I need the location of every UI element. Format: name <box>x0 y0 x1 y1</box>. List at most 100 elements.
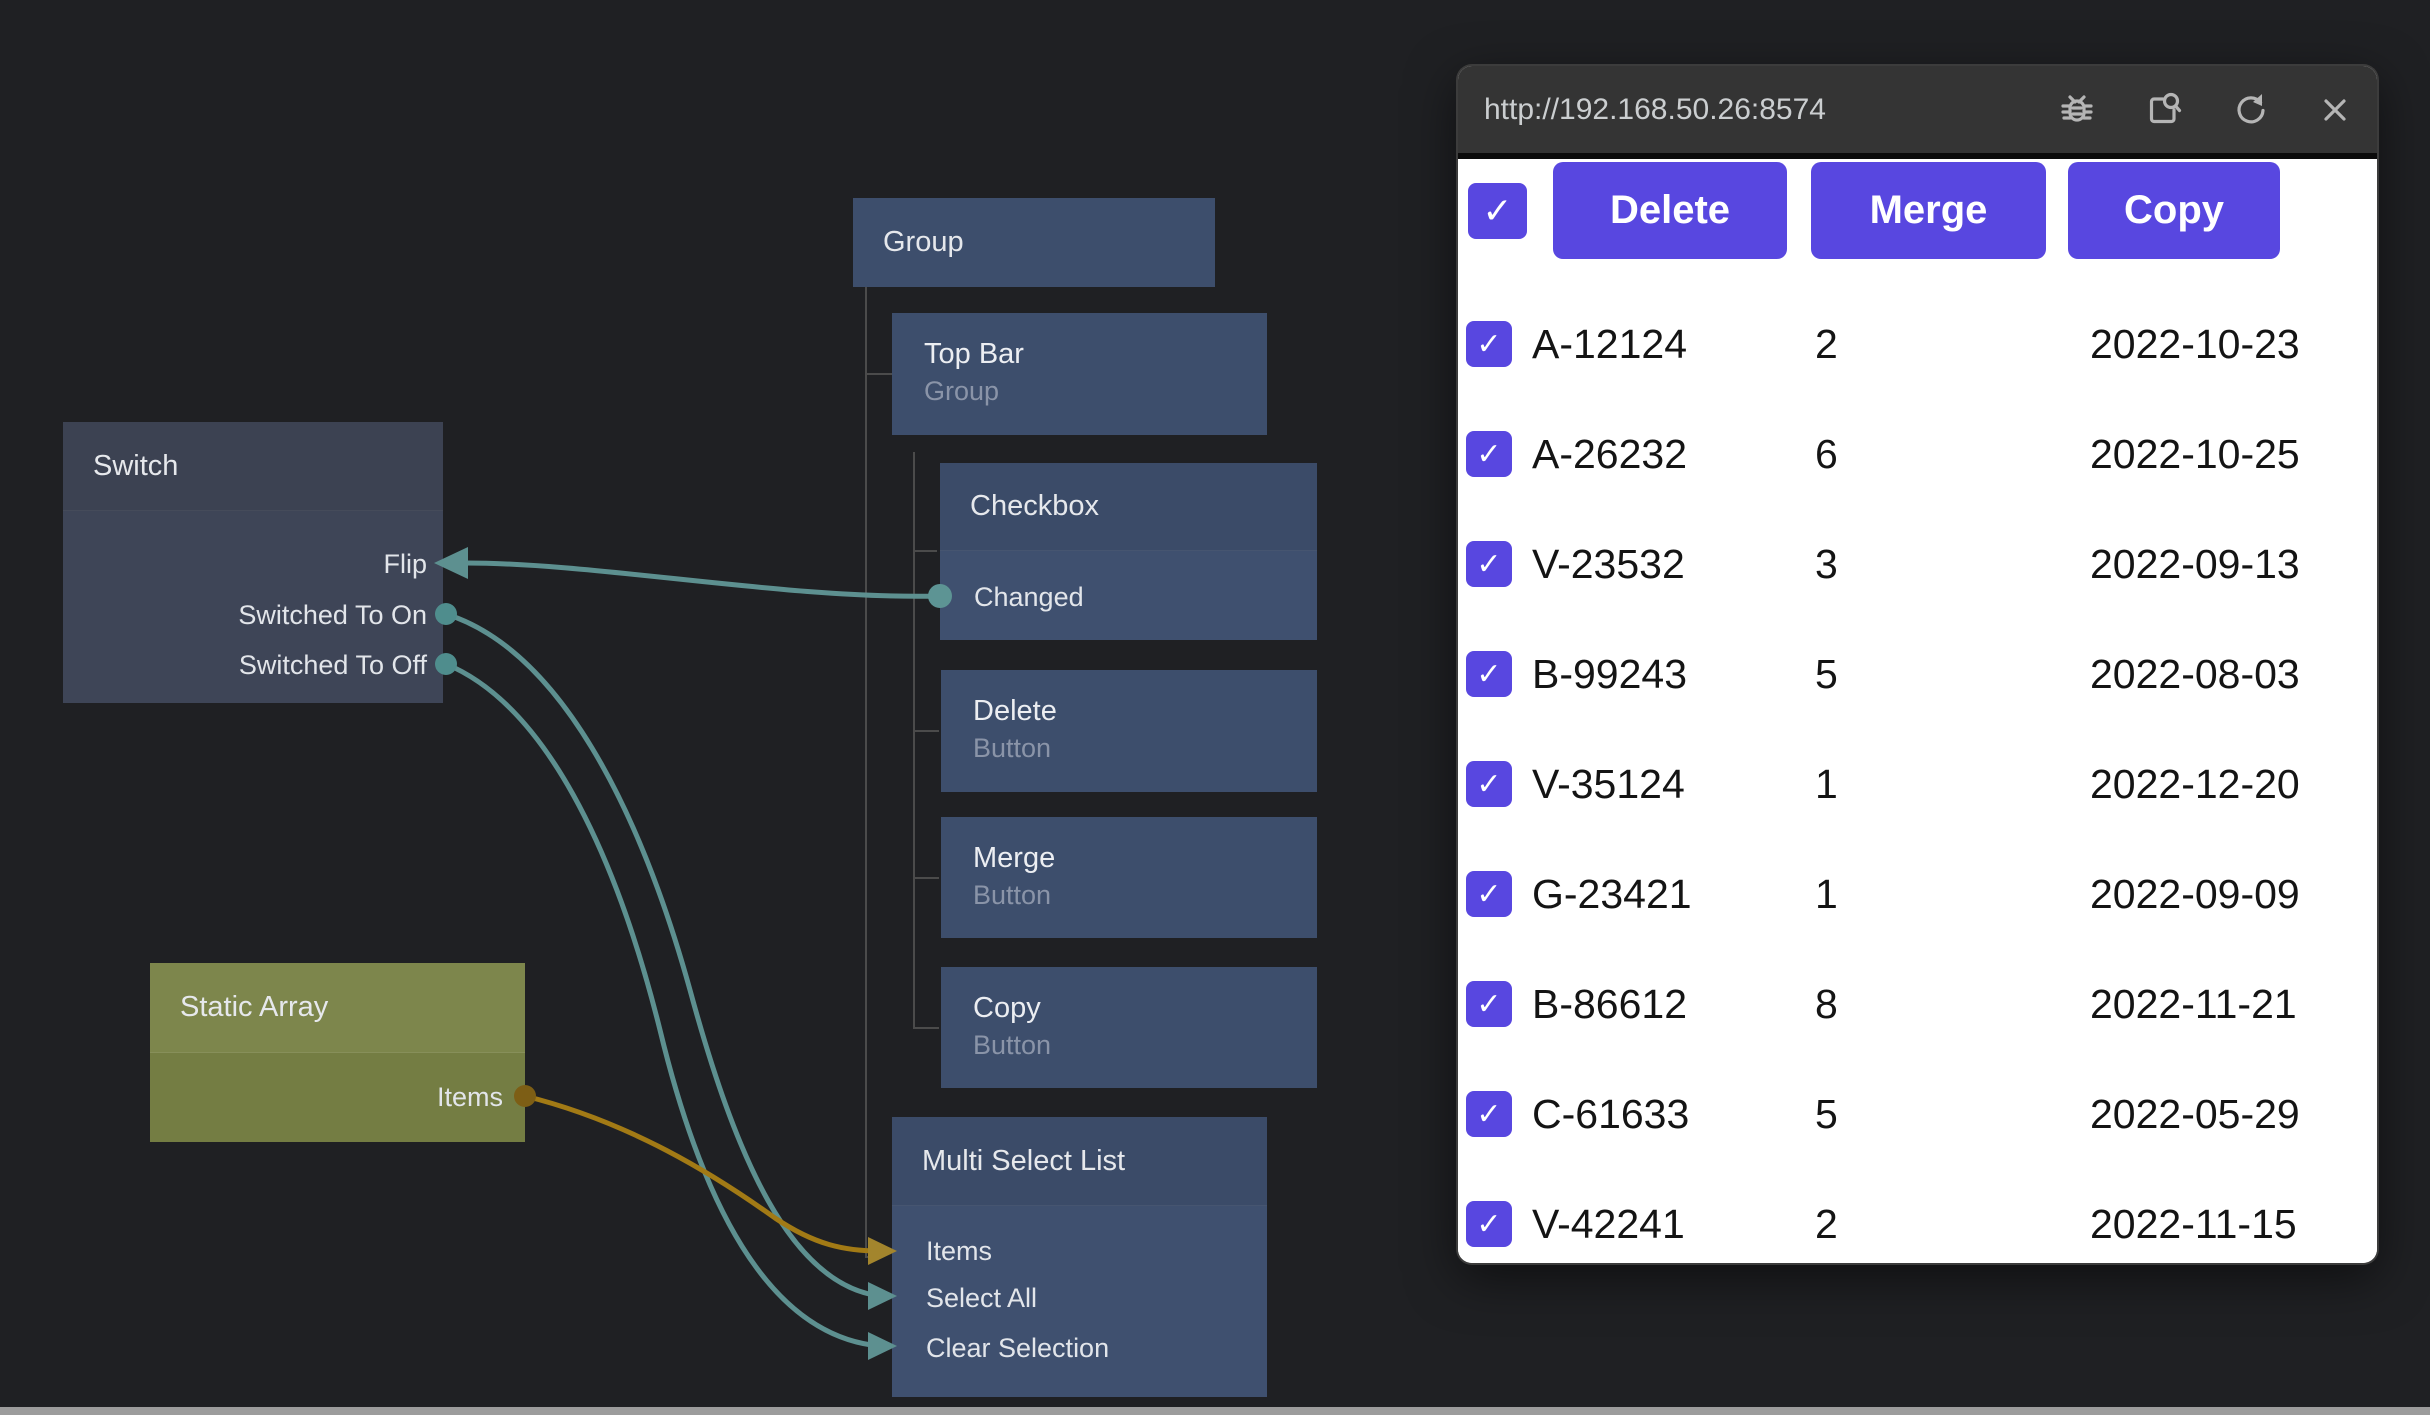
copy-button[interactable]: Copy <box>2068 162 2280 259</box>
row-date: 2022-11-21 <box>2090 981 2297 1027</box>
node-copy-button[interactable]: Copy Button <box>941 967 1317 1088</box>
port-clear-selection[interactable]: Clear Selection <box>926 1333 1110 1363</box>
wire-on-to-select-all <box>445 611 881 1299</box>
tree-tick-multi-select <box>865 1256 879 1258</box>
tree-tick-checkbox <box>913 550 937 552</box>
row-id: G-23421 <box>1532 871 1692 917</box>
bug-icon[interactable] <box>2057 90 2097 130</box>
row-date: 2022-12-20 <box>2090 761 2300 807</box>
wire-items-to-items <box>524 1093 881 1254</box>
node-delete-button[interactable]: Delete Button <box>941 670 1317 792</box>
row-date: 2022-11-15 <box>2090 1201 2297 1247</box>
row-qty: 5 <box>1815 1091 1838 1137</box>
row-date: 2022-05-29 <box>2090 1091 2300 1137</box>
node-title: Multi Select List <box>922 1144 1126 1177</box>
check-icon: ✓ <box>1482 190 1513 231</box>
row-qty: 8 <box>1815 981 1838 1027</box>
row-id: V-23532 <box>1532 541 1685 587</box>
node-title: Merge <box>973 842 1056 874</box>
node-subtitle: Button <box>973 1030 1052 1060</box>
node-title: Static Array <box>180 991 329 1023</box>
row-checkbox[interactable]: ✓ <box>1466 1091 1512 1137</box>
tree-tick-copy <box>913 1027 939 1029</box>
table-row: ✓ V-35124 1 2022-12-20 <box>1458 761 2377 807</box>
port-changed[interactable]: Changed <box>974 582 1084 612</box>
delete-button[interactable]: Delete <box>1553 162 1787 259</box>
node-static-array[interactable]: Static Array Items <box>150 963 525 1142</box>
row-date: 2022-08-03 <box>2090 651 2300 697</box>
refresh-icon[interactable] <box>2229 90 2269 130</box>
node-switch[interactable]: Switch Flip Switched To On Switched To O… <box>63 422 443 703</box>
url-bar[interactable]: http://192.168.50.26:8574 <box>1484 92 1826 126</box>
row-checkbox[interactable]: ✓ <box>1466 541 1512 587</box>
browser-page-content: ✓ Delete Merge Copy ✓ A-12124 2 2022-10-… <box>1458 159 2377 1263</box>
row-id: A-26232 <box>1532 431 1688 477</box>
table-row: ✓ A-12124 2 2022-10-23 <box>1458 321 2377 367</box>
row-id: C-61633 <box>1532 1091 1690 1137</box>
node-static-array-header: Static Array <box>150 963 525 1053</box>
row-date: 2022-09-09 <box>2090 871 2300 917</box>
node-checkbox-header: Checkbox <box>940 463 1317 551</box>
port-switched-to-off[interactable]: Switched To Off <box>238 650 427 680</box>
tree-line-group-vertical <box>865 287 867 1258</box>
check-icon: ✓ <box>1476 987 1502 1021</box>
table-row: ✓ C-61633 5 2022-05-29 <box>1458 1091 2377 1137</box>
tree-line-topbar-vertical <box>913 452 915 1028</box>
merge-button[interactable]: Merge <box>1811 162 2046 259</box>
table-row: ✓ B-86612 8 2022-11-21 <box>1458 981 2377 1027</box>
horizontal-scrollbar[interactable] <box>0 1407 2430 1415</box>
close-icon[interactable] <box>2315 90 2355 130</box>
row-id: B-86612 <box>1532 981 1688 1027</box>
row-qty: 3 <box>1815 541 1838 587</box>
titlebar-divider <box>1458 153 2377 159</box>
row-checkbox[interactable]: ✓ <box>1466 431 1512 477</box>
node-group[interactable]: Group <box>853 198 1215 287</box>
port-select-all[interactable]: Select All <box>926 1283 1038 1313</box>
node-title: Switch <box>93 449 179 482</box>
check-icon: ✓ <box>1476 437 1502 471</box>
port-flip[interactable]: Flip <box>383 549 427 579</box>
row-qty: 2 <box>1815 1201 1838 1247</box>
row-date: 2022-10-25 <box>2090 431 2300 477</box>
row-checkbox[interactable]: ✓ <box>1466 1201 1512 1247</box>
port-items[interactable]: Items <box>926 1236 993 1266</box>
row-checkbox[interactable]: ✓ <box>1466 981 1512 1027</box>
row-qty: 2 <box>1815 321 1838 367</box>
tree-tick-top-bar <box>865 373 892 375</box>
row-qty: 1 <box>1815 871 1838 917</box>
row-checkbox[interactable]: ✓ <box>1466 651 1512 697</box>
node-top-bar[interactable]: Top Bar Group <box>892 313 1267 435</box>
node-title: Checkbox <box>970 490 1099 522</box>
check-icon: ✓ <box>1476 547 1502 581</box>
check-icon: ✓ <box>1476 327 1502 361</box>
select-all-checkbox[interactable]: ✓ <box>1468 183 1527 239</box>
check-icon: ✓ <box>1476 767 1502 801</box>
row-qty: 1 <box>1815 761 1838 807</box>
row-qty: 5 <box>1815 651 1838 697</box>
table-row: ✓ B-99243 5 2022-08-03 <box>1458 651 2377 697</box>
row-checkbox[interactable]: ✓ <box>1466 871 1512 917</box>
wire-changed-to-flip <box>465 560 941 599</box>
table-row: ✓ G-23421 1 2022-09-09 <box>1458 871 2377 917</box>
node-title: Delete <box>973 695 1057 727</box>
node-multi-select-list[interactable]: Multi Select List Items Select All Clear… <box>892 1117 1267 1397</box>
node-checkbox[interactable]: Checkbox Changed <box>940 463 1317 640</box>
table-row: ✓ V-23532 3 2022-09-13 <box>1458 541 2377 587</box>
row-checkbox[interactable]: ✓ <box>1466 761 1512 807</box>
table-row: ✓ V-42241 2 2022-11-15 <box>1458 1201 2377 1247</box>
tree-tick-delete <box>913 730 939 732</box>
port-items-out[interactable]: Items <box>436 1082 503 1112</box>
node-multi-select-list-header: Multi Select List <box>892 1117 1267 1206</box>
node-subtitle: Group <box>924 376 1000 406</box>
check-icon: ✓ <box>1476 657 1502 691</box>
row-id: V-42241 <box>1532 1201 1685 1247</box>
row-date: 2022-10-23 <box>2090 321 2300 367</box>
browser-titlebar[interactable]: http://192.168.50.26:8574 <box>1458 66 2377 153</box>
inspect-icon[interactable] <box>2143 90 2183 130</box>
node-merge-button[interactable]: Merge Button <box>941 817 1317 938</box>
port-switched-to-on[interactable]: Switched To On <box>238 600 427 630</box>
table-row: ✓ A-26232 6 2022-10-25 <box>1458 431 2377 477</box>
row-checkbox[interactable]: ✓ <box>1466 321 1512 367</box>
check-icon: ✓ <box>1476 1097 1502 1131</box>
